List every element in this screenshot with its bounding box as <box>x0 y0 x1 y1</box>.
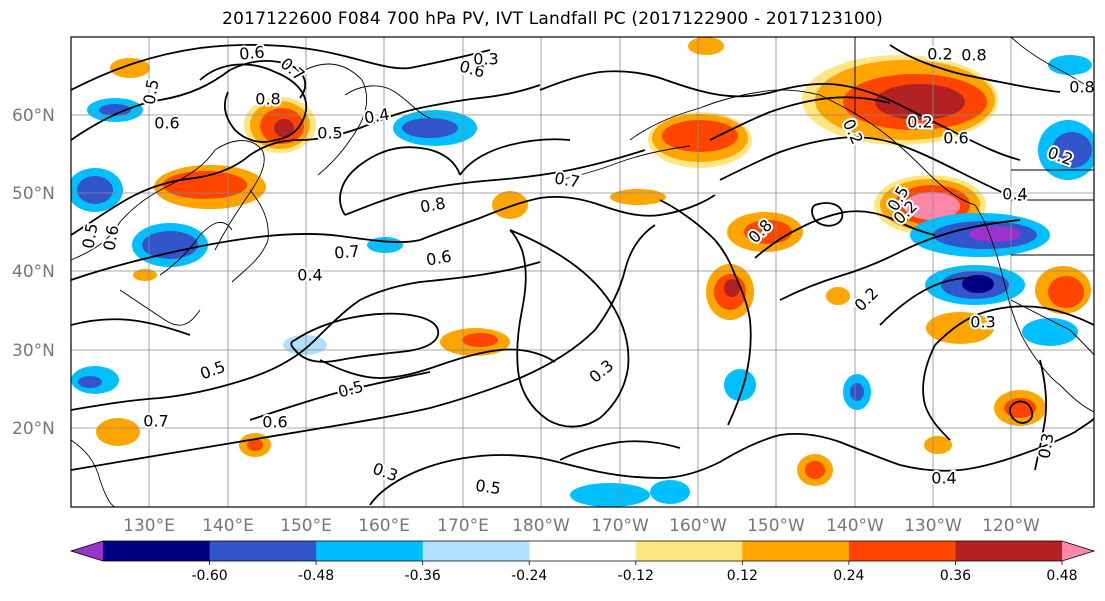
contour-labels: 0.60.60.70.70.50.5 0.80.80.60.60.50.50.40… <box>76 40 1094 500</box>
lon-label-180w: 180°W <box>512 516 570 536</box>
contour-label: 0.7 <box>333 241 360 262</box>
contour-label: 0.8 <box>1069 78 1094 97</box>
lon-label-160e: 160°E <box>358 516 410 536</box>
colorbar-swatch <box>316 541 424 561</box>
contour-label: 0.2 <box>907 113 932 132</box>
contour-label: 0.8 <box>961 46 986 65</box>
colorbar-swatch <box>635 541 743 561</box>
colorbar-tick-label: 0.12 <box>727 568 758 584</box>
colorbar-swatch <box>742 541 850 561</box>
lon-label-140w: 140°W <box>826 516 884 536</box>
colorbar-tick-label: -0.60 <box>191 568 227 584</box>
contour-label-halo: 0.7 <box>333 241 360 262</box>
colorbar-tick-label: -0.36 <box>405 568 441 584</box>
contour-label-halo: 0.4 <box>931 469 956 488</box>
contour-label: 0.5 <box>139 78 162 106</box>
colorbar-outline <box>69 540 1096 562</box>
lat-label-20n: 20°N <box>12 419 55 439</box>
colorbar-swatch <box>209 541 317 561</box>
contour-label: 0.3 <box>970 313 995 332</box>
contour-label-halo: 0.2 <box>907 113 932 132</box>
contour-label: 0.7 <box>143 412 168 431</box>
contour-label: 0.6 <box>238 42 265 63</box>
colorbar-swatch <box>848 541 956 561</box>
lat-label-60n: 60°N <box>12 106 55 126</box>
contour-label: 0.7 <box>553 168 581 191</box>
lon-label-160w: 160°W <box>669 516 727 536</box>
contour-label: 0.2 <box>927 45 952 64</box>
contour-label: 0.6 <box>943 129 968 148</box>
lon-label-170w: 170°W <box>591 516 649 536</box>
lon-label-170e: 170°E <box>437 516 489 536</box>
colorbar-swatch <box>71 541 103 561</box>
contour-label-halo: 0.4 <box>297 266 322 285</box>
colorbar-swatch <box>103 541 211 561</box>
colorbar-swatch <box>1062 541 1094 561</box>
contour-label-halo: 0.6 <box>943 129 968 148</box>
contour-label: 0.8 <box>419 193 447 216</box>
colorbar-swatch <box>422 541 530 561</box>
latitude-labels: 60°N 50°N 40°N 30°N 20°N <box>12 106 55 439</box>
map-frame <box>70 36 1095 508</box>
lat-label-50n: 50°N <box>12 184 55 204</box>
colorbar-tick-label: 0.24 <box>833 568 864 584</box>
contour-label-halo: 0.3 <box>970 313 995 332</box>
colorbar-tick-label: 0.36 <box>940 568 971 584</box>
contour-label-halo: 0.4 <box>1002 185 1027 204</box>
colorbar-swatch <box>955 541 1063 561</box>
contour-label-halo: 0.8 <box>255 90 280 109</box>
contour-label-halo: 0.8 <box>961 46 986 65</box>
contour-label: 0.6 <box>262 413 287 432</box>
contour-label: 0.6 <box>425 246 453 269</box>
lon-label-140e: 140°E <box>202 516 254 536</box>
map-title: 2017122600 F084 700 hPa PV, IVT Landfall… <box>222 9 883 29</box>
colorbar-swatch <box>529 541 637 561</box>
contour-label: 0.5 <box>317 124 342 143</box>
coastlines <box>71 37 1094 507</box>
contour-label-halo: 0.5 <box>317 124 342 143</box>
lon-label-150w: 150°W <box>747 516 805 536</box>
pv-contours <box>71 44 1094 506</box>
lat-label-40n: 40°N <box>12 262 55 282</box>
contour-label: 0.4 <box>931 469 956 488</box>
longitude-labels: 130°E 140°E 150°E 160°E 170°E 180°W 170°… <box>123 516 1040 536</box>
contour-label: 0.4 <box>1002 185 1027 204</box>
contour-label-halo: 0.4 <box>363 104 391 127</box>
lon-label-120w: 120°W <box>982 516 1040 536</box>
contour-label: 0.6 <box>99 224 122 252</box>
lon-label-130w: 130°W <box>904 516 962 536</box>
contour-label: 0.3 <box>473 50 498 69</box>
contour-label: 0.4 <box>297 266 322 285</box>
ivt-pc-shading <box>71 37 1094 507</box>
contour-label: 0.6 <box>154 114 179 133</box>
contour-label-halo: 0.3 <box>473 50 498 69</box>
contour-label: 0.4 <box>363 104 391 127</box>
lat-label-30n: 30°N <box>12 341 55 361</box>
contour-label-halo: 0.7 <box>143 412 168 431</box>
contour-label-halo: 0.6 <box>238 42 265 63</box>
colorbar-tick-label: -0.48 <box>298 568 334 584</box>
lon-label-150e: 150°E <box>280 516 332 536</box>
contour-label-halo: 0.8 <box>1069 78 1094 97</box>
contour-label: 0.3 <box>1034 432 1057 460</box>
contour-label: 0.8 <box>255 90 280 109</box>
contour-label: 0.5 <box>78 222 101 250</box>
colorbar-tick-label: 0.48 <box>1046 568 1077 584</box>
colorbar: -0.60 -0.48 -0.36 -0.24 -0.12 0.12 0.24 0.36 0.4… <box>69 540 1096 584</box>
colorbar-tick-label: -0.24 <box>511 568 547 584</box>
contour-label-halo: 0.6 <box>262 413 287 432</box>
contour-label: 0.5 <box>474 476 502 498</box>
colorbar-tick-label: -0.12 <box>618 568 654 584</box>
lon-label-130e: 130°E <box>123 516 175 536</box>
contour-label-halo: 0.6 <box>154 114 179 133</box>
contour-label-halo: 0.2 <box>927 45 952 64</box>
contour-label-halo: 0.5 <box>474 476 502 498</box>
